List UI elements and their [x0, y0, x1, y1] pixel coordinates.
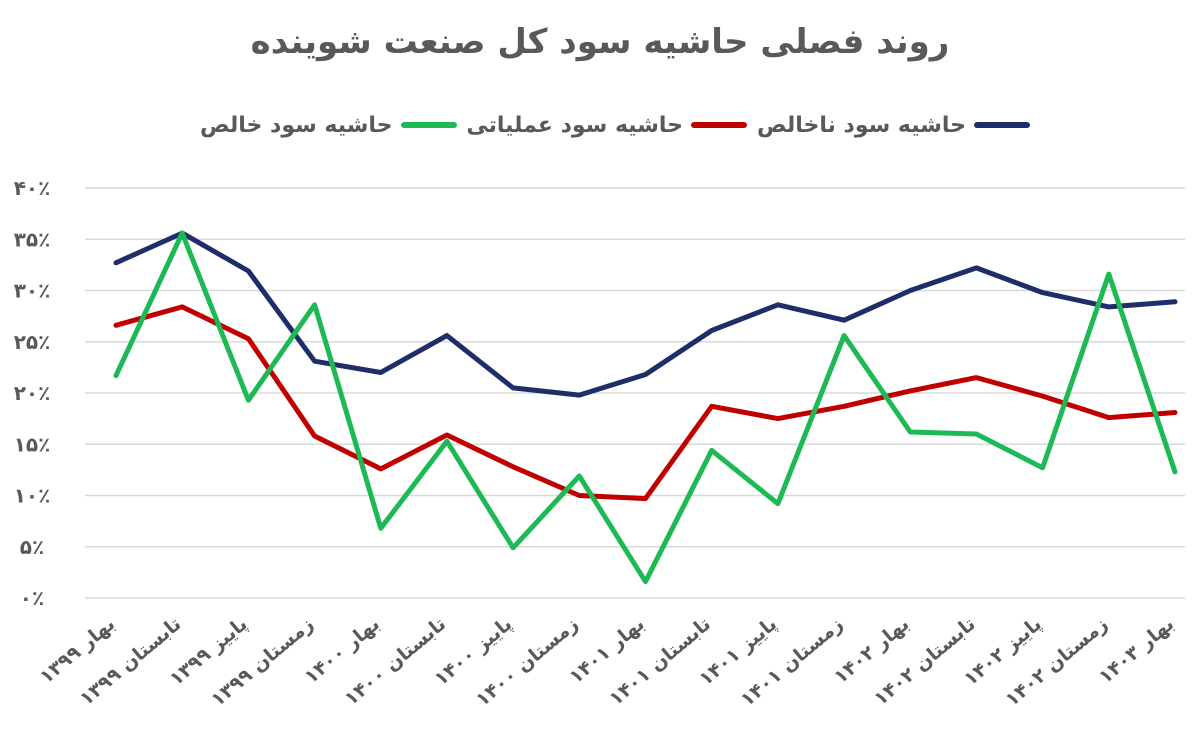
legend-item-gross: حاشیه سود ناخالص [757, 113, 1030, 138]
series-line-1 [113, 304, 1178, 502]
series-line-2 [113, 230, 1178, 585]
legend: حاشیه سود ناخالص حاشیه سود عملیاتی حاشیه… [200, 110, 1030, 140]
legend-item-net: حاشیه سود خالص [200, 113, 457, 138]
y-tick-label: ۳۵٪ [14, 227, 51, 251]
legend-label-gross: حاشیه سود ناخالص [756, 112, 966, 138]
legend-label-net: حاشیه سود خالص [200, 112, 393, 138]
legend-item-operating: حاشیه سود عملیاتی [466, 112, 748, 138]
legend-swatch-net [400, 122, 457, 128]
legend-swatch-gross [973, 122, 1030, 128]
y-tick-label: ۰٪ [20, 586, 44, 610]
y-tick-label: ۲۰٪ [14, 381, 51, 405]
chart-title: روند فصلی حاشیه سود کل صنعت شوینده [250, 22, 950, 62]
y-tick-label: ۵٪ [20, 535, 44, 559]
legend-swatch-operating [691, 122, 748, 128]
legend-label-operating: حاشیه سود عملیاتی [466, 112, 684, 138]
grid [85, 187, 1185, 599]
series-line-0 [113, 230, 1178, 398]
series-lines [113, 230, 1178, 585]
y-axis-ticks: ۰٪ ۵٪ ۱۰٪ ۱۵٪ ۲۰٪ ۲۵٪ ۳۰٪ ۳۵٪ ۴۰٪ [14, 176, 51, 610]
y-tick-label: ۱۵٪ [14, 432, 51, 456]
y-tick-label: ۲۵٪ [14, 330, 51, 354]
y-tick-label: ۱۰٪ [14, 484, 51, 508]
y-tick-label: ۳۰٪ [14, 279, 51, 303]
y-tick-label: ۴۰٪ [14, 176, 51, 200]
